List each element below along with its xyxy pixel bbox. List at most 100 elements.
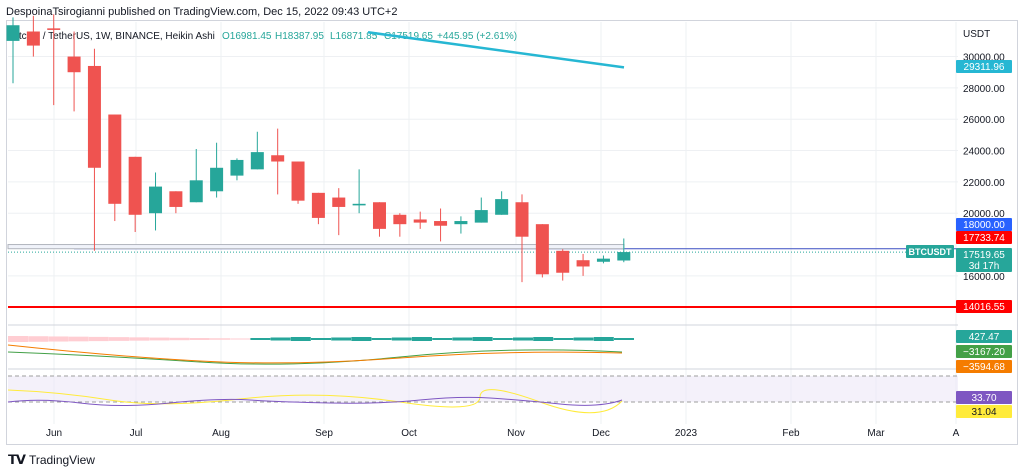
- macd-histogram-bar: [8, 336, 28, 342]
- macd-histogram-bar: [250, 338, 271, 340]
- macd-histogram-bar: [492, 338, 513, 340]
- macd-histogram-bar: [351, 337, 372, 341]
- price-tag: [956, 248, 1012, 272]
- macd-histogram-bar: [28, 336, 49, 342]
- candle-body: [291, 161, 305, 201]
- grid: [8, 22, 958, 424]
- candle-body: [535, 224, 549, 275]
- time-tick-label: Nov: [507, 428, 525, 439]
- legend-open: O16981.45: [222, 31, 272, 42]
- macd-pane: [7, 324, 958, 365]
- rsi-tag-label: 31.04: [971, 407, 996, 418]
- publisher-line: DespoinaTsirogianni published on Trading…: [6, 6, 398, 18]
- moving-average: [367, 31, 625, 69]
- legend-close: C17519.65: [384, 31, 433, 42]
- symbol-tag: [906, 245, 954, 258]
- macd-tag-label: 427.47: [969, 332, 1000, 343]
- macd-histogram-bar: [311, 338, 331, 340]
- macd-histogram-bar: [432, 338, 453, 340]
- rsi-tag: [956, 405, 1012, 418]
- price-tag: [956, 231, 1012, 244]
- candle-body: [515, 202, 529, 237]
- price-tick-label: 30000.00: [963, 53, 1005, 64]
- macd-tag: [956, 330, 1012, 343]
- price-tag-label: 17519.65: [963, 250, 1005, 261]
- macd-histogram-bar: [68, 336, 89, 342]
- macd-histogram-bar: [109, 337, 129, 341]
- macd-histogram-bar: [533, 337, 554, 341]
- price-tag-label: 17733.74: [963, 233, 1005, 244]
- macd-tag-label: −3594.68: [963, 362, 1005, 373]
- time-tick-label: Sep: [315, 428, 333, 439]
- price-tag: [956, 218, 1012, 231]
- candle-body: [576, 260, 590, 267]
- rsi-line: [7, 396, 623, 406]
- candle-body: [617, 252, 631, 261]
- macd-histogram-bar: [614, 338, 634, 340]
- macd-histogram-bar: [452, 337, 473, 341]
- macd-histogram-bar: [513, 337, 533, 341]
- rsi-tag: [956, 391, 1012, 404]
- macd-histogram-bar: [412, 337, 432, 341]
- time-tick-label: Mar: [867, 428, 885, 439]
- price-tick-label: 24000.00: [963, 147, 1005, 158]
- price-tag-label: 14016.55: [963, 302, 1005, 313]
- macd-histogram-bar: [553, 338, 574, 340]
- price-tag-label: 29311.96: [964, 62, 1005, 73]
- candle-body: [250, 152, 264, 170]
- range-box: [7, 244, 625, 250]
- macd-histogram-bar: [48, 336, 69, 342]
- price-axis[interactable]: USDT 30000.00 28000.00 26000.00 24000.00 2200…: [963, 29, 1005, 283]
- candle-body: [6, 25, 20, 41]
- time-tick-label: Aug: [212, 428, 230, 439]
- candle-body: [474, 210, 488, 223]
- time-tick-label: 2023: [675, 428, 698, 439]
- candle-body: [210, 167, 224, 192]
- price-tag-countdown: 3d 17h: [969, 261, 1000, 272]
- price-tag-label: 18000.00: [963, 220, 1005, 231]
- time-tick-label: Jun: [46, 428, 62, 439]
- candle-body: [495, 199, 509, 215]
- legend-high: H18387.95: [275, 31, 324, 42]
- rsi-pane: [7, 368, 958, 414]
- macd-line: [7, 349, 623, 365]
- symbol-tag-label: BTCUSDT: [909, 247, 952, 257]
- macd-histogram-bar: [270, 337, 291, 341]
- macd-tag: [956, 360, 1012, 373]
- time-tick-label: A: [953, 428, 960, 439]
- macd-histogram-bar: [129, 337, 150, 341]
- candle-body: [87, 65, 101, 168]
- candle-body: [169, 191, 183, 207]
- legend: Bitcoin / TetherUS, 1W, BINANCE, Heikin …: [10, 31, 517, 42]
- time-tick-label: Jul: [130, 428, 143, 439]
- price-tag: [956, 60, 1012, 73]
- candle-body: [230, 159, 244, 176]
- legend-low: L16871.85: [330, 31, 378, 42]
- macd-histogram-bar: [210, 338, 230, 340]
- macd-signal-line: [7, 344, 623, 364]
- time-tick-label: Dec: [592, 428, 610, 439]
- chart-frame: [6, 20, 1018, 445]
- macd-histogram-bar: [391, 337, 412, 341]
- candle-body: [108, 114, 122, 204]
- legend-change: +445.95 (+2.61%): [437, 31, 517, 42]
- candle-body: [556, 250, 570, 273]
- macd-histogram-bar: [331, 337, 352, 341]
- candle-body: [372, 202, 386, 229]
- candle-body: [67, 56, 81, 73]
- candle-body: [332, 197, 346, 207]
- candle-body: [434, 221, 448, 226]
- candle-body: [47, 28, 61, 30]
- price-tick-label: 26000.00: [963, 115, 1005, 126]
- time-tick-label: Feb: [782, 428, 800, 439]
- time-axis[interactable]: Jun Jul Aug Sep Oct Nov Dec 2023 Feb Mar A: [46, 428, 960, 439]
- price-tag: [956, 300, 1012, 313]
- macd-histogram-bar: [371, 338, 392, 340]
- rsi-tag-label: 33.70: [971, 393, 996, 404]
- candle-body: [352, 203, 366, 206]
- macd-histogram-bar: [472, 337, 493, 341]
- candle-body: [26, 31, 40, 46]
- price-tick-label: 22000.00: [963, 178, 1005, 189]
